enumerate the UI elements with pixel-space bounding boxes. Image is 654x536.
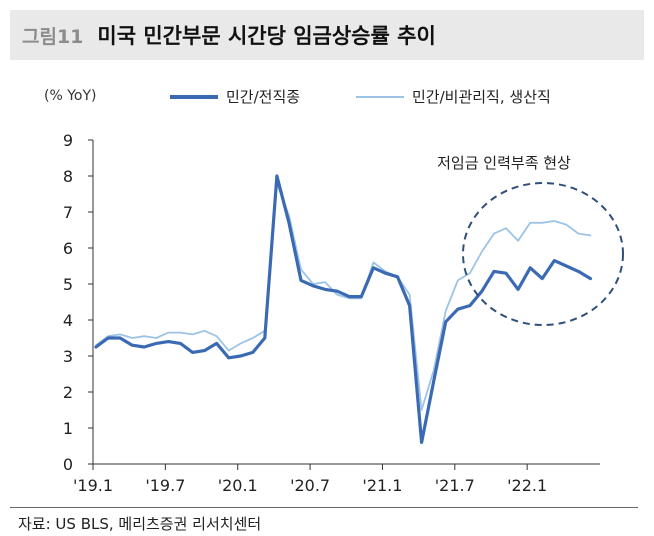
series-line-all-workers	[94, 174, 593, 444]
y-tick-label: 5	[63, 275, 73, 294]
source-note: 자료: US BLS, 메리츠증권 리서치센터	[18, 515, 262, 533]
figure-label: 그림11	[22, 25, 84, 48]
x-tick-label: '20.7	[290, 476, 330, 495]
annotation-dashed-circle	[462, 182, 624, 326]
series-line-nonsupervisory	[95, 182, 592, 411]
legend-label-series2: 민간/비관리직, 생산직	[412, 88, 551, 106]
y-tick-label: 4	[63, 311, 73, 330]
legend-item-series1: 민간/전직종	[170, 86, 300, 107]
figure-title: 미국 민간부문 시간당 임금상승률 추이	[97, 24, 436, 48]
y-tick-label: 9	[63, 131, 73, 150]
legend-swatch-series1	[170, 94, 218, 99]
y-tick-label: 7	[63, 203, 73, 222]
x-tick-label: '20.1	[218, 476, 258, 495]
legend-label-series1: 민간/전직종	[226, 88, 301, 106]
y-tick-label: 0	[63, 455, 73, 474]
x-tick-label: '21.7	[435, 476, 475, 495]
y-axis-label: (% YoY)	[44, 88, 97, 104]
y-tick-label: 3	[63, 347, 73, 366]
y-tick-label: 1	[63, 419, 73, 438]
legend-item-series2: 민간/비관리직, 생산직	[356, 86, 551, 107]
annotation-label: 저임금 인력부족 현상	[437, 154, 571, 172]
x-tick-label: '21.1	[362, 476, 402, 495]
y-tick-label: 6	[63, 239, 73, 258]
figure-title-bar: 그림11 미국 민간부문 시간당 임금상승률 추이	[10, 10, 644, 60]
y-tick-label: 2	[63, 383, 73, 402]
x-tick-label: '19.7	[145, 476, 185, 495]
x-tick-label: '19.1	[73, 476, 113, 495]
y-tick-label: 8	[63, 167, 73, 186]
legend-swatch-series2	[356, 95, 404, 98]
footer-divider	[10, 507, 638, 508]
x-tick-label: '22.1	[507, 476, 547, 495]
